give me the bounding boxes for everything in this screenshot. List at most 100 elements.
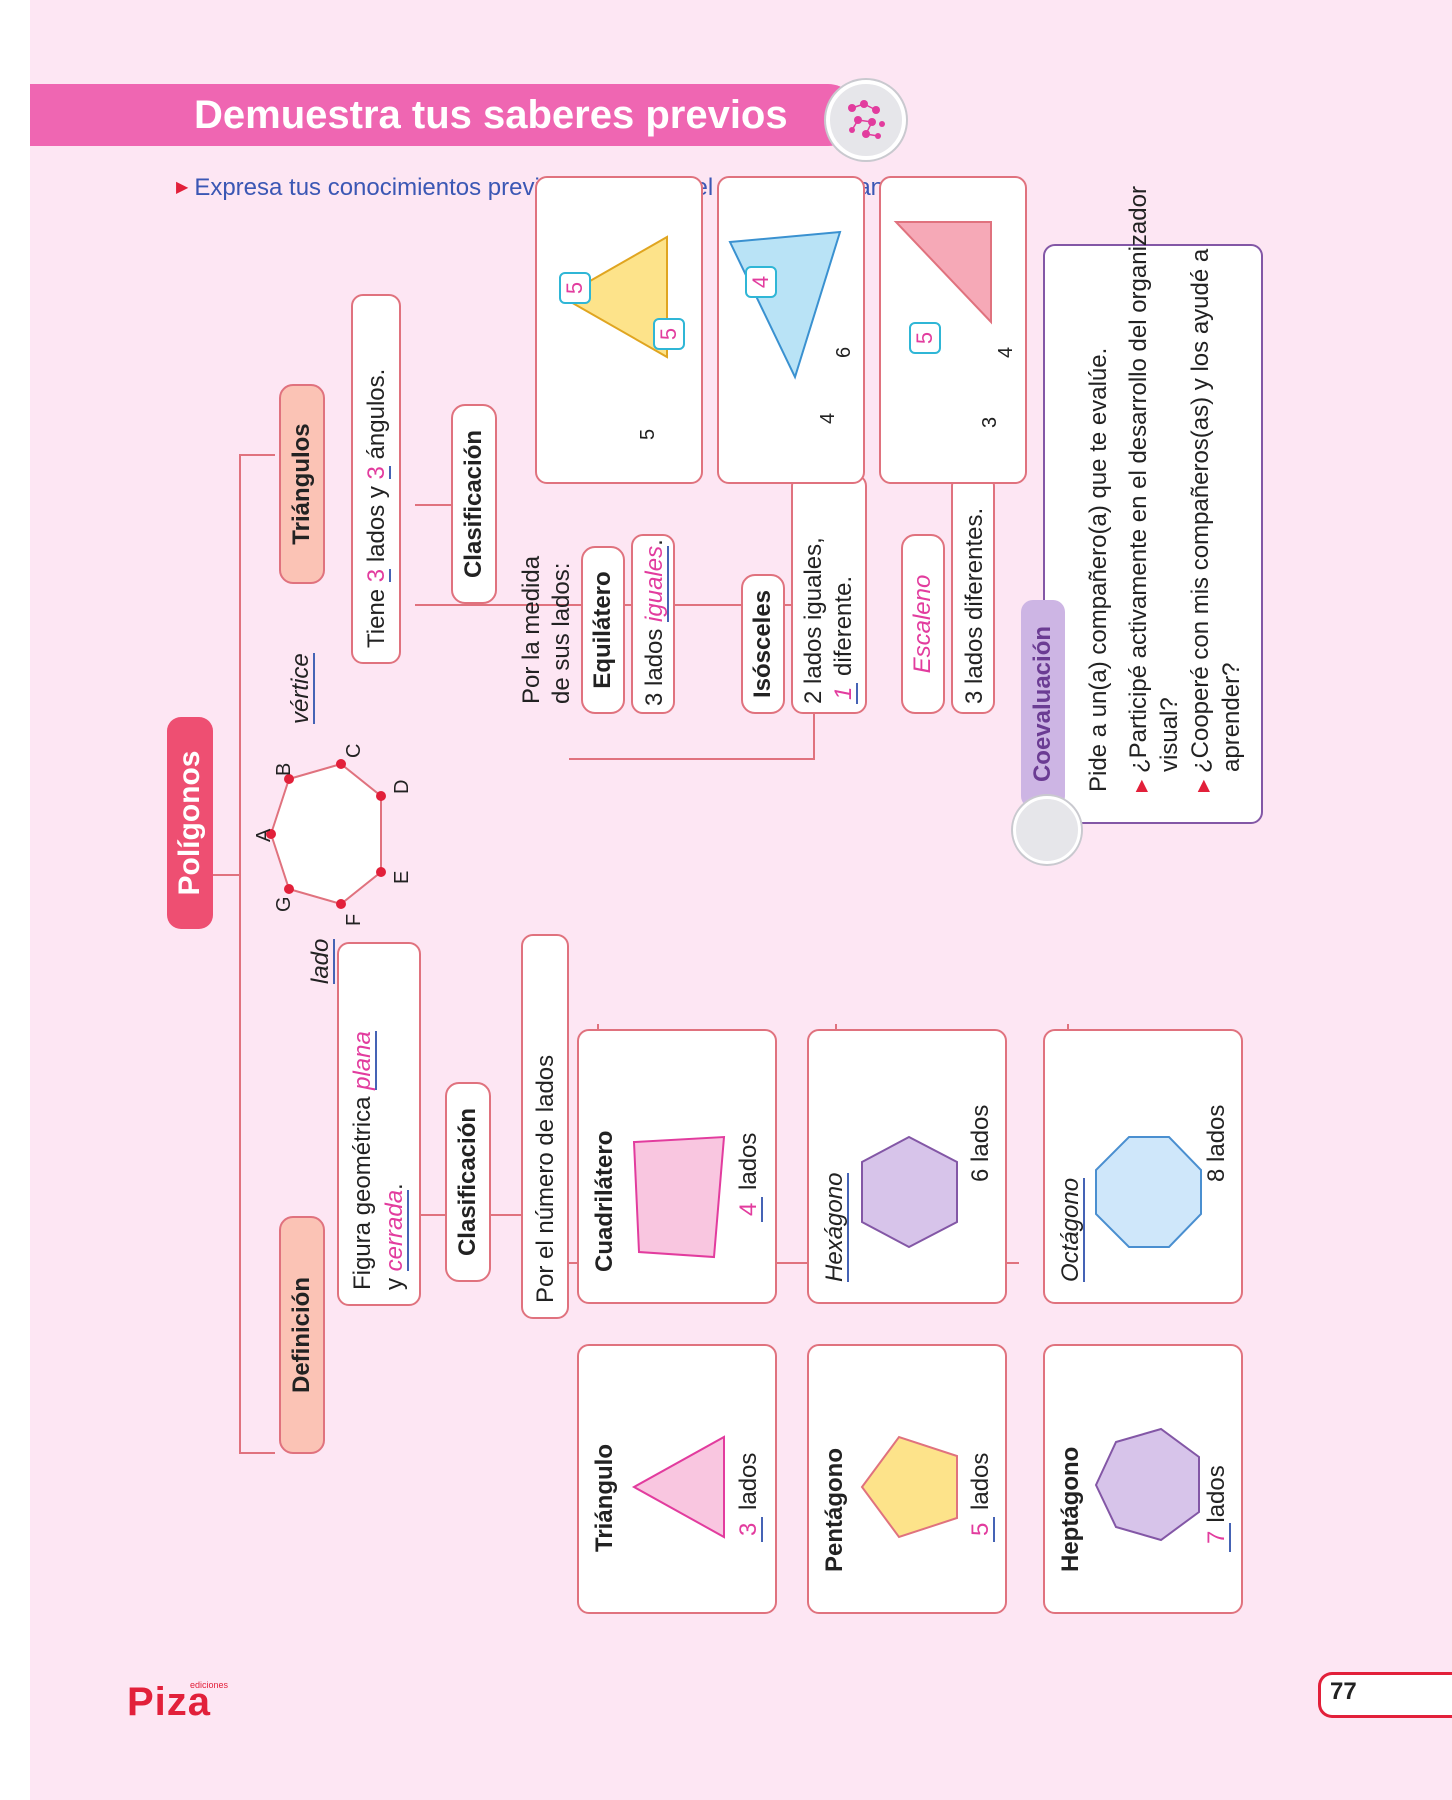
- card-pentagono: Pentágono 5 lados: [807, 1344, 1007, 1614]
- octagon-shape: [1095, 1136, 1202, 1248]
- criterio-text: Por el número de lados: [532, 1054, 559, 1303]
- connector: [239, 1452, 275, 1454]
- vertex-label-d: D: [391, 779, 413, 794]
- heptagon-shape: [1094, 1427, 1200, 1542]
- answer-sides: 4: [735, 1196, 764, 1222]
- root-node: Polígonos: [167, 717, 213, 929]
- connector: [421, 1214, 445, 1216]
- card-lados: 4 lados: [735, 1132, 764, 1222]
- definicion-mid: y: [381, 1271, 408, 1290]
- triangulos-desc-box: Tiene 3 lados y 3 ángulos.: [351, 294, 401, 664]
- escaleno-label[interactable]: Escaleno: [901, 534, 945, 714]
- answer-octagono: Octágono: [1057, 1177, 1086, 1282]
- desc-part: lados y: [363, 479, 390, 569]
- card-name: Octágono: [1057, 1177, 1086, 1282]
- connector: [491, 1214, 521, 1216]
- triangle-bullet-icon: ▶: [1133, 779, 1150, 792]
- publisher-logo: Piza: [127, 1680, 212, 1724]
- answer-diferente: 1: [830, 682, 859, 704]
- answer-sides: 3: [735, 1516, 764, 1542]
- vertex-label-g: G: [273, 896, 295, 912]
- quadrilateral-shape: [632, 1135, 726, 1259]
- lados-word: lados: [735, 1132, 762, 1190]
- triangulos-node: Triángulos: [279, 384, 325, 584]
- desc-part: 2 lados iguales,: [800, 537, 827, 704]
- card-name: Heptágono: [1057, 1446, 1084, 1572]
- side-value: 4: [995, 346, 1017, 358]
- escaleno-text: 3 lados diferentes.: [961, 507, 988, 704]
- page-title: Demuestra tus saberes previos: [194, 93, 788, 137]
- connector: [569, 758, 815, 760]
- lados-word: lados: [735, 1452, 762, 1510]
- isosceles-desc: 2 lados iguales, 1 diferente.: [791, 474, 867, 714]
- criterion-line: Por la medida: [518, 555, 545, 704]
- side-value: 3: [979, 416, 1001, 428]
- vertex-annotation: vértice: [287, 653, 316, 724]
- coev-q1: ▶ ¿Participé activamente en el desarroll…: [1125, 186, 1184, 792]
- organizer-diagram: Polígonos Definición Figura geométrica p…: [167, 176, 1277, 1664]
- lados-word: lados: [1203, 1465, 1230, 1523]
- isosceles-triangle: [728, 230, 842, 380]
- coev-q2: ▶ ¿Cooperé con mis compañeros(as) y los …: [1187, 249, 1246, 792]
- team-icon: [1013, 796, 1081, 864]
- vertex-label-a: A: [253, 828, 275, 842]
- side-value-box: 5: [559, 272, 591, 304]
- answer-angulos: 3: [363, 466, 392, 480]
- answer-lados: 3: [363, 568, 392, 583]
- card-name: Hexágono: [821, 1172, 850, 1282]
- card-heptagono: Heptágono 7lados: [1043, 1344, 1243, 1614]
- side-value: 6: [833, 346, 855, 358]
- side-value-box: 5: [653, 318, 685, 350]
- hexagon-shape: [861, 1135, 958, 1249]
- desc-part: Tiene: [363, 582, 390, 648]
- card-triangulo: Triángulo 3 lados: [577, 1344, 777, 1614]
- triangle-bullet-icon: ▶: [176, 179, 189, 196]
- answer-vertice: vértice: [287, 653, 316, 724]
- triangulos-desc: Tiene 3 lados y 3 ángulos.: [363, 368, 392, 648]
- q2-line1: ¿Cooperé con mis compañeros(as) y los ay…: [1187, 248, 1214, 774]
- criterio-medida: Por la medida de sus lados:: [517, 556, 577, 704]
- desc-part: ángulos.: [363, 368, 390, 467]
- vertex-label-e: E: [391, 870, 413, 884]
- lados-word: lados: [1203, 1104, 1230, 1162]
- triangle-shape: [631, 1435, 725, 1539]
- criterio-box: Por el número de lados: [521, 934, 569, 1319]
- card-lados: 7lados: [1203, 1465, 1232, 1552]
- labeled-heptagon: [266, 759, 386, 909]
- answer-lado: lado: [307, 938, 336, 984]
- equilatero-desc: 3 lados iguales.: [631, 534, 675, 714]
- card-octagono: Octágono 8 lados: [1043, 1029, 1243, 1304]
- answer-plana: plana: [349, 1031, 378, 1090]
- triangle-bullet-icon: ▶: [1195, 779, 1212, 792]
- coev-intro: Pide a un(a) compañero(a) que te evalúe.: [1085, 347, 1112, 792]
- answer-sides: 5: [967, 1516, 996, 1542]
- side-annotation: lado: [307, 938, 336, 984]
- triangulos-clasificacion: Clasificación: [451, 404, 497, 604]
- lados-word: lados: [967, 1452, 994, 1510]
- definicion-end: .: [381, 1183, 408, 1190]
- answer-hexagono: Hexágono: [821, 1172, 850, 1282]
- card-name: Pentágono: [821, 1448, 848, 1572]
- q1-line2: visual?: [1156, 697, 1183, 772]
- coevaluacion-box: Pide a un(a) compañero(a) que te evalúe.…: [1043, 186, 1263, 824]
- desc-part: diferente.: [830, 575, 857, 683]
- isosceles-card: [717, 176, 865, 484]
- equilatero-text: 3 lados iguales.: [641, 539, 670, 706]
- equilatero-label: Equilátero: [581, 546, 625, 714]
- isosceles-text: 2 lados iguales, 1 diferente.: [799, 537, 859, 704]
- page-number: 77: [1330, 1678, 1357, 1705]
- connector: [239, 454, 241, 1454]
- answer-iguales: iguales: [641, 545, 670, 622]
- card-lados: 8 lados: [1203, 1105, 1231, 1182]
- card-name: Triángulo: [591, 1444, 618, 1552]
- side-value: 5: [637, 428, 659, 440]
- card-lados: 3 lados: [735, 1452, 764, 1542]
- card-lados: 6 lados: [967, 1105, 995, 1182]
- equilateral-triangle: [559, 235, 668, 359]
- connector: [239, 454, 275, 456]
- lados-word: lados: [967, 1104, 994, 1162]
- card-lados: 5 lados: [967, 1452, 996, 1542]
- definicion-text: Figura geométrica plana y cerrada.: [347, 1031, 411, 1290]
- pentagon-shape: [860, 1435, 958, 1539]
- publisher-logo-small: ediciones: [190, 1680, 229, 1690]
